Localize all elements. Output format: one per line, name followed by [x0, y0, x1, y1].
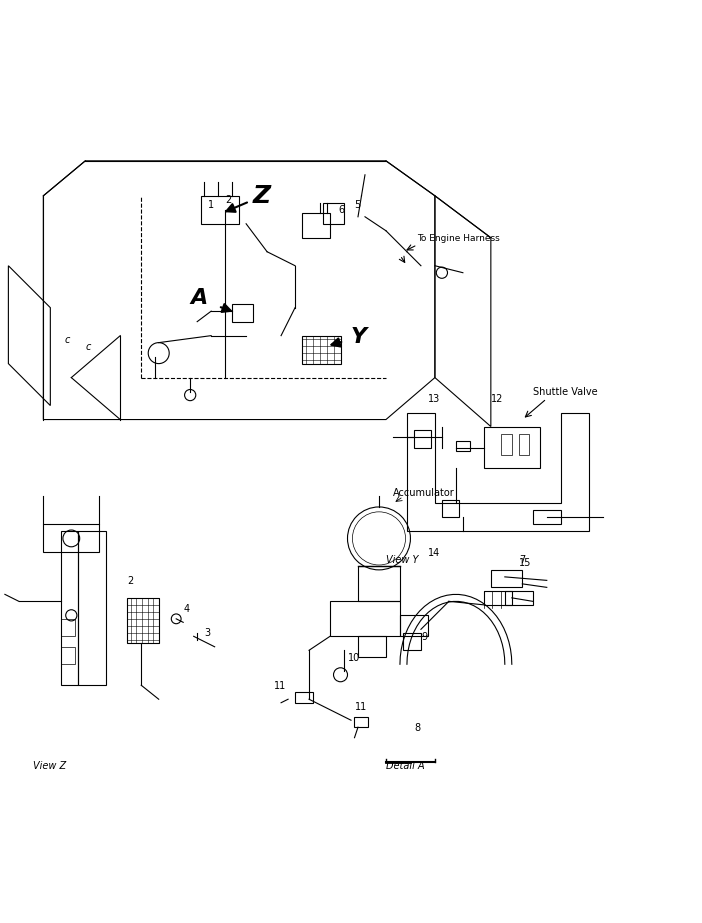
Text: Z: Z [253, 184, 271, 208]
Text: View Y: View Y [386, 555, 418, 565]
Text: 12: 12 [491, 394, 503, 404]
Bar [127, 598, 159, 643]
Bar [355, 717, 369, 727]
Text: 13: 13 [428, 394, 440, 404]
Bar [505, 591, 533, 605]
Text: 11: 11 [274, 681, 286, 690]
Text: 15: 15 [519, 558, 531, 569]
Text: Shuttle Valve: Shuttle Valve [533, 387, 597, 397]
Bar [400, 616, 428, 636]
Text: Accumulator: Accumulator [393, 488, 455, 498]
Bar [533, 510, 561, 524]
Bar [302, 336, 340, 364]
Text: 10: 10 [347, 653, 359, 663]
Bar [491, 569, 522, 587]
Bar [358, 636, 386, 657]
Bar [61, 532, 79, 685]
Text: 6: 6 [338, 205, 345, 215]
Text: 14: 14 [428, 548, 440, 557]
Text: 2: 2 [225, 195, 232, 205]
Bar [201, 196, 239, 223]
Text: Y: Y [351, 327, 367, 347]
Bar [456, 440, 470, 451]
Bar [61, 618, 75, 636]
Text: c: c [86, 342, 91, 352]
Text: 3: 3 [204, 629, 211, 639]
Text: A: A [190, 288, 207, 308]
Bar [414, 430, 432, 448]
Text: To Engine Harness: To Engine Harness [418, 234, 501, 244]
Text: View Z: View Z [33, 761, 66, 771]
Bar [330, 602, 400, 636]
Text: 4: 4 [183, 604, 190, 614]
Bar [232, 305, 253, 321]
Text: 7: 7 [519, 555, 525, 565]
Bar [61, 647, 75, 665]
Bar [501, 434, 512, 454]
Bar [404, 633, 421, 651]
Bar [519, 434, 529, 454]
Text: c: c [65, 335, 69, 344]
Text: 2: 2 [127, 576, 133, 586]
Text: 5: 5 [355, 200, 361, 210]
Bar [358, 567, 400, 602]
Text: 11: 11 [355, 701, 366, 712]
Bar [484, 426, 540, 469]
Text: Detail A: Detail A [386, 761, 425, 771]
Bar [323, 203, 344, 223]
Bar [295, 692, 312, 702]
Text: 1: 1 [208, 200, 214, 210]
Text: 9: 9 [421, 632, 427, 641]
Bar [442, 500, 459, 518]
Bar [302, 213, 330, 238]
Bar [484, 591, 512, 605]
Text: 8: 8 [414, 723, 420, 733]
Bar [44, 524, 99, 552]
Bar [79, 532, 106, 685]
